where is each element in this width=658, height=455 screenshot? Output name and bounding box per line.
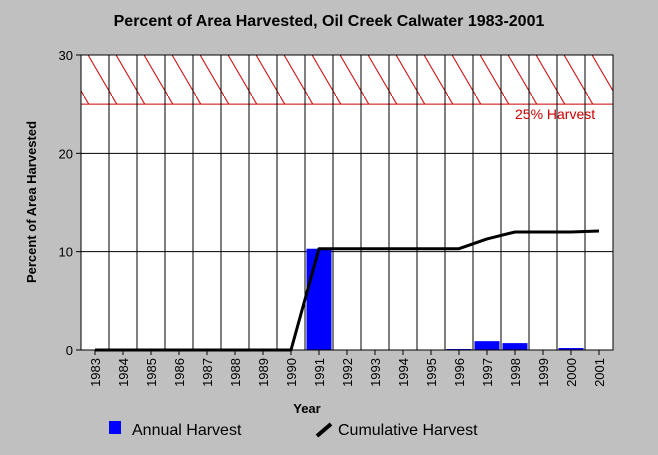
bar-annual-harvest	[558, 348, 584, 350]
x-tick-label: 1983	[88, 358, 103, 387]
x-tick-label: 1996	[452, 358, 467, 387]
x-tick-label: 1990	[284, 358, 299, 387]
x-tick-label: 1985	[144, 358, 159, 387]
reference-band	[81, 55, 613, 105]
x-tick-label: 1998	[508, 358, 523, 387]
y-tick-label: 0	[66, 343, 73, 358]
x-tick-label: 1989	[256, 358, 271, 387]
bar-annual-harvest	[306, 248, 332, 350]
chart-title: Percent of Area Harvested, Oil Creek Cal…	[113, 13, 545, 30]
y-tick-label: 20	[59, 146, 73, 161]
bar-annual-harvest	[502, 343, 528, 350]
bar-annual-harvest	[474, 341, 500, 350]
x-tick-label: 1991	[312, 358, 327, 387]
legend-swatch-annual-harvest	[109, 421, 121, 434]
legend-label-cumulative-harvest: Cumulative Harvest	[338, 422, 478, 439]
x-tick-label: 1987	[200, 358, 215, 387]
x-tick-label: 1988	[228, 358, 243, 387]
y-axis-title: Percent of Area Harvested	[24, 121, 39, 283]
x-tick-label: 1997	[480, 358, 495, 387]
x-axis-title: Year	[293, 401, 320, 416]
legend-label-annual-harvest: Annual Harvest	[132, 422, 242, 439]
reference-band-label: 25% Harvest	[515, 106, 595, 122]
x-tick-label: 1999	[536, 358, 551, 387]
x-tick-label: 1992	[340, 358, 355, 387]
y-tick-label: 30	[59, 48, 73, 63]
y-tick-label: 10	[59, 245, 73, 260]
x-tick-label: 2000	[564, 358, 579, 387]
legend-swatch-cumulative-harvest	[315, 422, 333, 438]
x-tick-label: 1995	[424, 358, 439, 387]
x-tick-label: 1984	[116, 358, 131, 387]
x-tick-label: 1993	[368, 358, 383, 387]
x-tick-label: 2001	[592, 358, 607, 387]
x-tick-label: 1994	[396, 358, 411, 387]
x-tick-label: 1986	[172, 358, 187, 387]
